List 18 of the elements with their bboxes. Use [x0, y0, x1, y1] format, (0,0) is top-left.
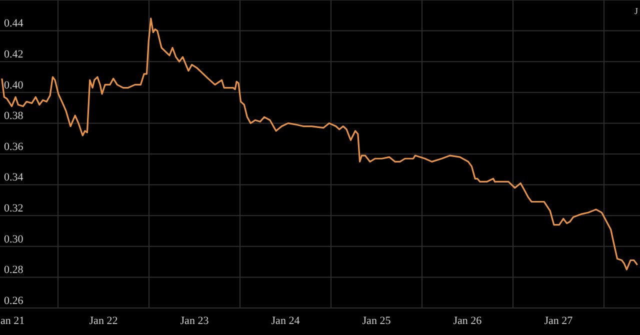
x-tick-label: Jan 24: [271, 314, 300, 327]
y-tick-label: 0.36: [4, 140, 24, 153]
y-tick-label: 0.32: [4, 202, 24, 215]
y-tick-label: 0.44: [4, 18, 24, 30]
y-tick-label: 0.28: [4, 264, 24, 276]
x-tick-label: Jan 27: [544, 314, 574, 327]
y-tick-label: 0.40: [4, 79, 24, 92]
x-tick-label: Jan 25: [362, 314, 392, 327]
y-tick-label: 0.30: [4, 233, 24, 246]
y-tick-label: 0.26: [4, 294, 24, 307]
x-tick-label: Jan 23: [180, 314, 210, 327]
y-tick-label: 0.42: [4, 48, 24, 61]
annotation: J: [634, 6, 638, 16]
x-tick-label: Jan 26: [453, 314, 482, 327]
y-tick-label: 0.38: [4, 110, 24, 122]
x-tick-label: Jan 22: [89, 314, 118, 327]
y-tick-label: 0.34: [4, 172, 24, 184]
x-tick-label: an 21: [0, 314, 25, 327]
